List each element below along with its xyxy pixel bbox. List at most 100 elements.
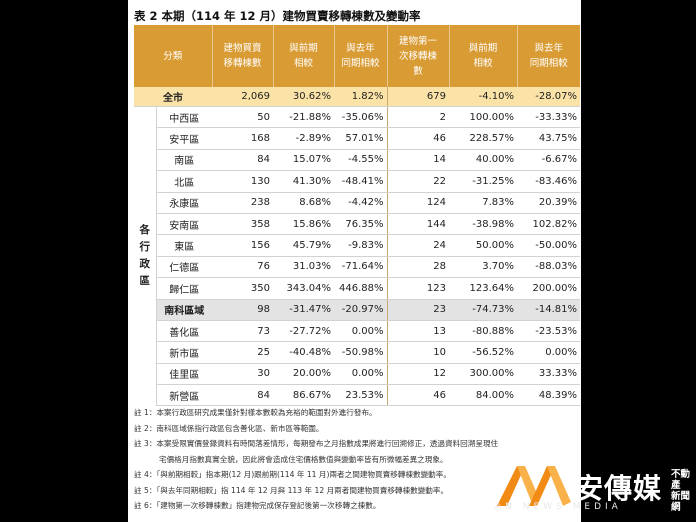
table-row: 新營區 84 86.67% 23.53% 46 84.00% 48.39% [134,384,581,407]
transfers-cell: 168 [212,127,274,150]
mom-cell: -27.72% [273,320,335,343]
first-mom-cell: 50.00% [449,234,518,257]
header-category: 分類 [134,25,213,87]
first-mom-cell: -80.88% [449,320,518,343]
mom-cell: 15.07% [273,149,335,172]
table-row: 南科區域 98 -31.47% -20.97% 23 -74.73% -14.81% [134,299,581,321]
first-mom-cell: 100.00% [449,106,518,129]
first-yoy-cell: -6.67% [517,149,581,172]
table-row: 東區 156 45.79% -9.83% 24 50.00% -50.00% [134,234,581,257]
yoy-cell: 23.53% [334,384,388,407]
table-row: 新市區 25 -40.48% -50.98% 10 -56.52% 0.00% [134,341,581,364]
first-transfer-cell: 144 [386,213,450,236]
yoy-cell: 76.35% [334,213,388,236]
footnote: 註 6：「建物第一次移轉棟數」指建物完成保存登記後第一次移轉之棟數。 [134,501,381,510]
mom-cell: -40.48% [273,341,335,364]
district-name: 仁德區 [156,256,213,279]
first-mom-cell: 123.64% [449,277,518,300]
district-name: 南科區域 [156,299,213,321]
transfers-cell: 50 [212,106,274,129]
transfers-cell: 84 [212,149,274,172]
table-row: 仁德區 76 31.03% -71.64% 28 3.70% -88.03% [134,256,581,279]
transfers-cell: 130 [212,170,274,193]
yoy-cell: 57.01% [334,127,388,150]
logo-subtitle: AN NEWS MEDIA [495,502,622,512]
footnotes: 註 1：本案行政區研究成果僅針對樣本數較為充裕的範圍對外進行發布。註 2：南科區… [134,405,579,514]
first-transfer-cell: 24 [386,234,450,257]
first-yoy-cell: -50.00% [517,234,581,257]
yoy-cell: 446.88% [334,277,388,300]
first-transfer-cell: 124 [386,192,450,214]
district-name: 中西區 [156,106,213,129]
mom-cell: -31.47% [273,299,335,321]
first-mom-cell: 40.00% [449,149,518,172]
transfers-cell: 98 [212,299,274,321]
first-mom-cell: 300.00% [449,363,518,386]
first-mom-cell: 3.70% [449,256,518,279]
mom-cell: 20.00% [273,363,335,386]
yoy-cell: 0.00% [334,363,388,386]
first-yoy-cell: 20.39% [517,192,581,214]
district-name: 善化區 [156,320,213,343]
first-yoy-cell: 200.00% [517,277,581,300]
first-transfer-cell: 12 [386,363,450,386]
first-transfer-cell: 123 [386,277,450,300]
first-transfer-cell: 46 [386,384,450,407]
table-title: 表 2 本期（114 年 12 月）建物買賣移轉棟數及變動率 [134,9,421,23]
total-label: 全市 [134,87,213,107]
transfers-cell: 76 [212,256,274,279]
yoy-cell: -4.42% [334,192,388,214]
first-yoy-cell: 33.33% [517,363,581,386]
district-name: 佳里區 [156,363,213,386]
yoy-cell: 0.00% [334,320,388,343]
table-row: 南區 84 15.07% -4.55% 14 40.00% -6.67% [134,149,581,172]
document-page: 表 2 本期（114 年 12 月）建物買賣移轉棟數及變動率 分類 建物買賣 移轉… [128,0,581,522]
footnote: 註 4：「與前期相較」指本期(12 月)跟前期(114 年 11 月)兩者之間建… [134,470,451,479]
watermark-logo: 安傳媒 不動產 新聞網 AN NEWS MEDIA [495,462,695,516]
first-yoy-cell: -14.81% [517,299,581,321]
district-name: 東區 [156,234,213,257]
table-row: 各行政區中西區 50 -21.88% -35.06% 2 100.00% -33.33% [134,106,581,406]
yoy-cell: -20.97% [334,299,388,321]
total-first-yoy: -28.07% [517,87,581,107]
first-transfer-cell: 10 [386,341,450,364]
first-yoy-cell: -88.03% [517,256,581,279]
first-yoy-cell: -33.33% [517,106,581,129]
first-transfer-cell: 14 [386,149,450,172]
header-row: 分類 建物買賣 移轉棟數 與前期 相較 與去年 同期相較 建物第一 次移轉棟數 與前期相… [134,25,581,87]
first-mom-cell: 228.57% [449,127,518,150]
first-transfer-cell: 13 [386,320,450,343]
total-mom: 30.62% [273,87,335,107]
district-name: 南區 [156,149,213,172]
table-row: 北區 130 41.30% -48.41% 22 -31.25% -83.46% [134,170,581,193]
first-yoy-cell: 43.75% [517,127,581,150]
first-transfer-cell: 46 [386,127,450,150]
first-mom-cell: 84.00% [449,384,518,407]
total-first: 679 [386,87,450,107]
footnote: 註 5：「與去年同期相較」指 114 年 12 月與 113 年 12 月兩者間… [134,485,449,495]
first-transfer-cell: 28 [386,256,450,279]
header-yoy: 與去年 同期相較 [334,25,388,87]
first-transfer-cell: 22 [386,170,450,193]
mom-cell: 41.30% [273,170,335,193]
mom-cell: 86.67% [273,384,335,407]
mom-cell: 15.86% [273,213,335,236]
transfer-table: 分類 建物買賣 移轉棟數 與前期 相較 與去年 同期相較 建物第一 次移轉棟數 與前期相… [134,25,581,407]
yoy-cell: -71.64% [334,256,388,279]
mom-cell: 8.68% [273,192,335,214]
district-name: 安平區 [156,127,213,150]
header-transfers: 建物買賣 移轉棟數 [212,25,274,87]
first-mom-cell: -74.73% [449,299,518,321]
transfers-cell: 30 [212,363,274,386]
transfers-cell: 238 [212,192,274,214]
mom-cell: 343.04% [273,277,335,300]
yoy-cell: -4.55% [334,149,388,172]
total-transfers: 2,069 [212,87,274,107]
mom-cell: 45.79% [273,234,335,257]
footnote: 註 3：本案受限實價登錄資料有時間落差情形，每期發布之月指數成果將進行回溯修正，… [134,439,499,448]
logo-mark-icon [497,466,571,506]
header-first-yoy: 與去年 同期相較 [517,25,581,87]
first-yoy-cell: 0.00% [517,341,581,364]
table-row: 佳里區 30 20.00% 0.00% 12 300.00% 33.33% [134,363,581,386]
yoy-cell: -9.83% [334,234,388,257]
